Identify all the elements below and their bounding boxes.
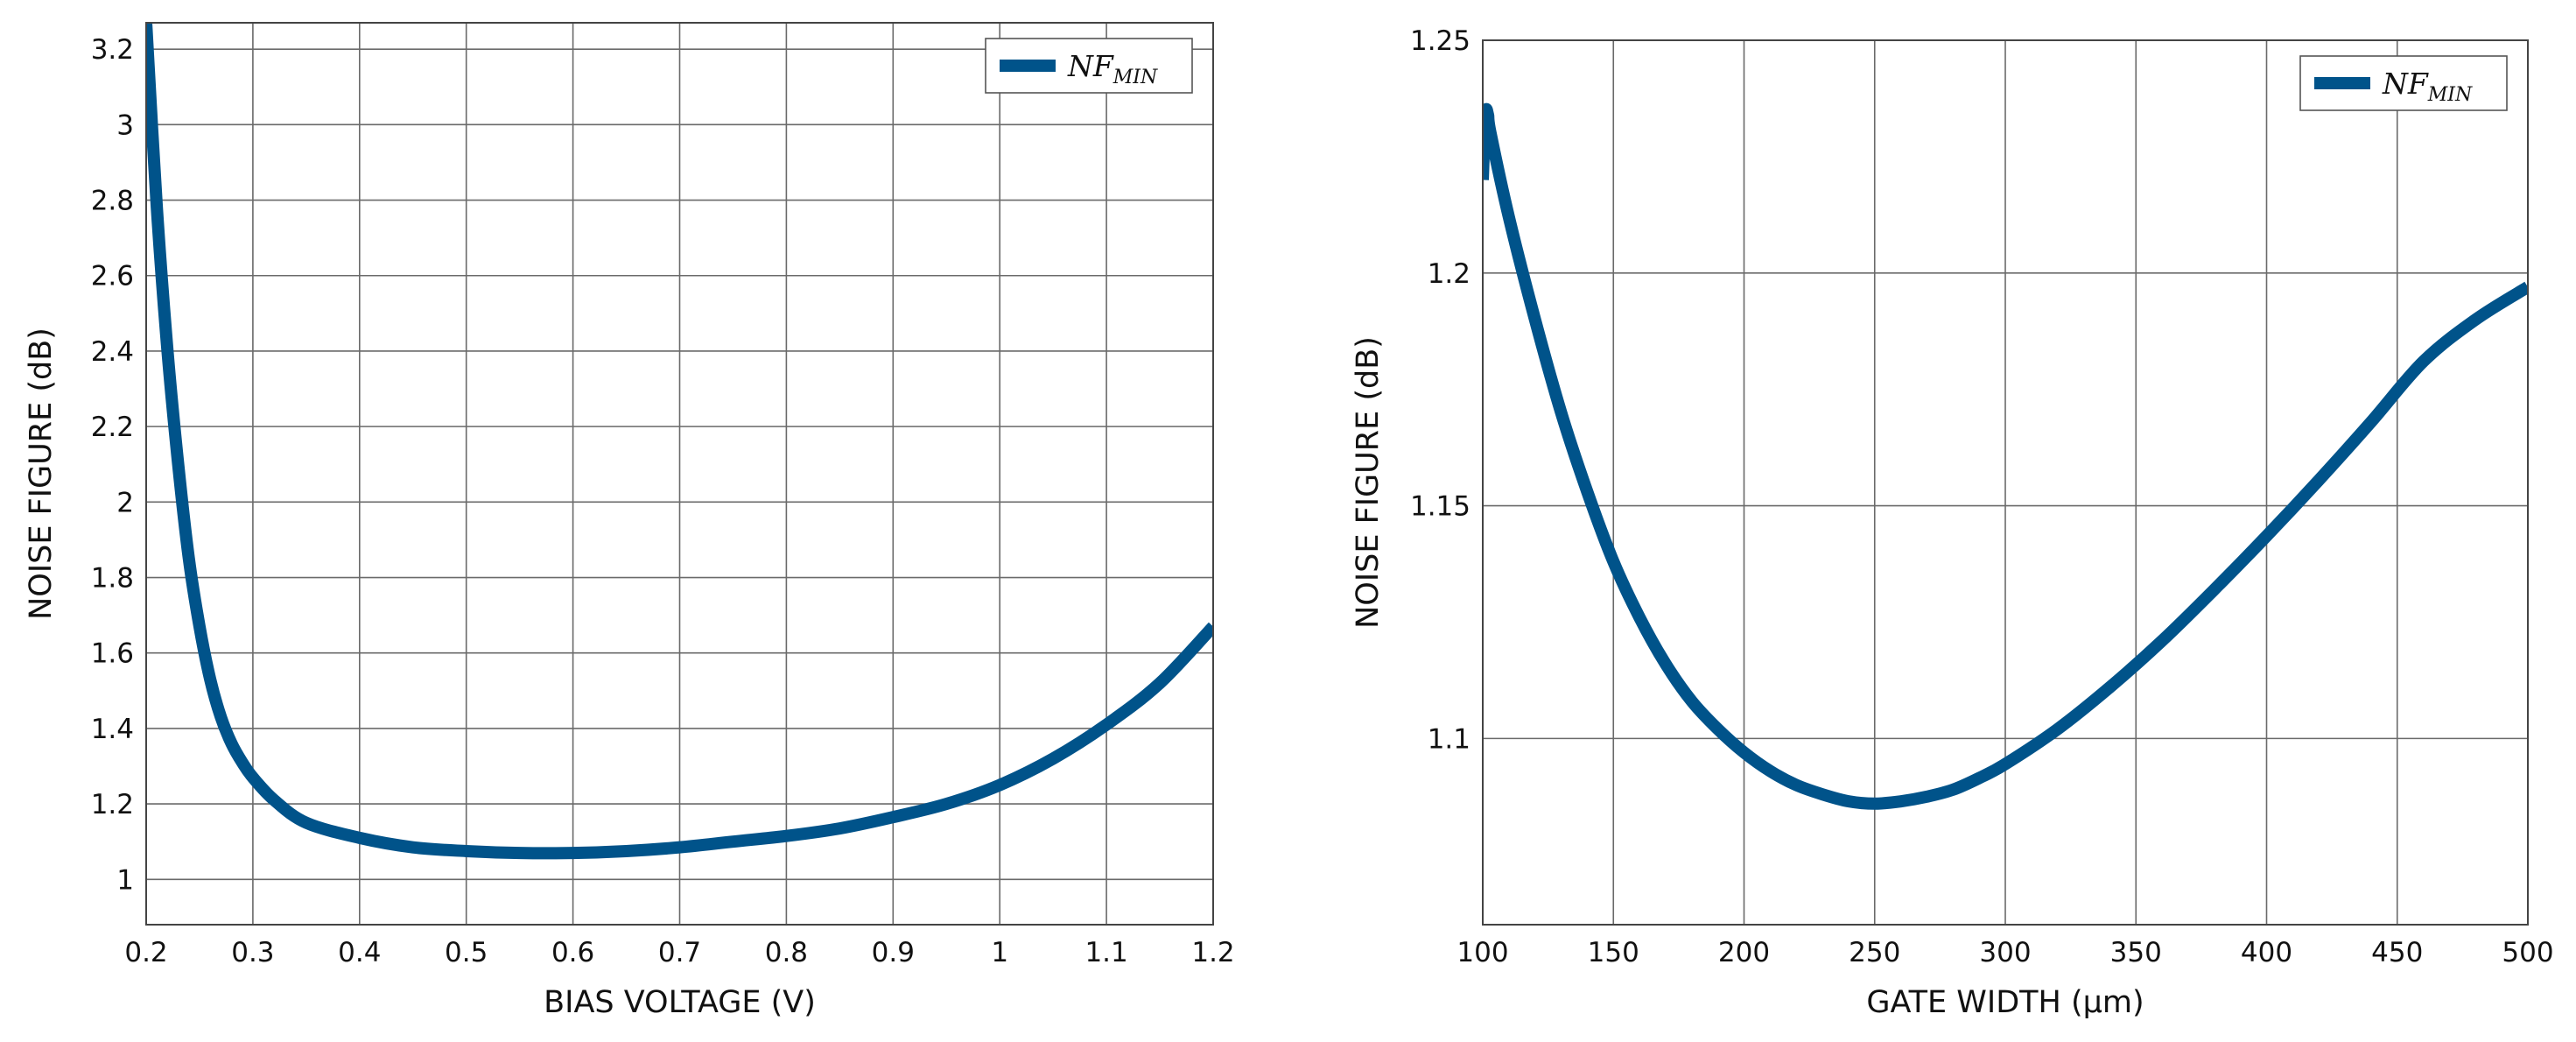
y-tick-label: 1.2 bbox=[1428, 258, 1470, 290]
x-axis-label: BIAS VOLTAGE (V) bbox=[544, 985, 816, 1020]
x-tick-label: 450 bbox=[2371, 937, 2423, 968]
x-tick-label: 0.6 bbox=[551, 937, 594, 968]
x-tick-label: 200 bbox=[1718, 937, 1770, 968]
y-tick-label: 2.4 bbox=[91, 336, 134, 368]
y-tick-label: 1.6 bbox=[91, 638, 134, 670]
legend-label: NFMIN bbox=[2382, 67, 2473, 106]
y-tick-label: 1.1 bbox=[1428, 723, 1470, 755]
x-tick-label: 0.8 bbox=[765, 937, 808, 968]
y-tick-label: 1.2 bbox=[91, 789, 134, 820]
x-tick-label: 150 bbox=[1588, 937, 1639, 968]
y-tick-label: 2.6 bbox=[91, 261, 134, 292]
x-tick-label: 0.9 bbox=[872, 937, 915, 968]
legend-label: NFMIN bbox=[1067, 49, 1158, 88]
legend-label-subscript: MIN bbox=[2427, 84, 2473, 106]
plot-frame bbox=[145, 22, 1214, 926]
x-tick-label: 350 bbox=[2110, 937, 2162, 968]
y-tick-label: 2.2 bbox=[91, 412, 134, 443]
x-tick-label: 1 bbox=[991, 937, 1008, 968]
x-tick-label: 400 bbox=[2241, 937, 2292, 968]
x-tick-label: 1.1 bbox=[1084, 937, 1127, 968]
chart-gate-width: 100 150 200 250 300 350 400 450 500 1.1 1.15 1.2 1.2… bbox=[1351, 25, 2554, 1020]
x-axis-label: GATE WIDTH (μm) bbox=[1866, 985, 2144, 1020]
x-tick-label: 100 bbox=[1456, 937, 1508, 968]
legend-label-main: NF bbox=[2382, 67, 2429, 101]
y-tick-label: 2.8 bbox=[91, 186, 134, 217]
series-line-nf-min bbox=[146, 23, 1213, 860]
y-axis-label: NOISE FIGURE (dB) bbox=[1351, 336, 1386, 629]
y-tick-label: 1.15 bbox=[1410, 491, 1470, 523]
y-tick-label: 3 bbox=[116, 109, 134, 141]
y-tick-label: 3.2 bbox=[91, 34, 134, 66]
x-tick-label: 250 bbox=[1849, 937, 1900, 968]
y-tick-label: 1.4 bbox=[91, 714, 134, 745]
x-tick-label: 1.2 bbox=[1191, 937, 1234, 968]
y-axis-label: NOISE FIGURE (dB) bbox=[24, 327, 59, 620]
chart-bias-voltage: 0.2 0.3 0.4 0.5 0.6 0.7 0.8 0.9 1 1.1 1.2 1 1.2 1.4 1.… bbox=[24, 22, 1235, 1020]
x-tick-label: 0.5 bbox=[445, 937, 488, 968]
x-tick-label: 0.2 bbox=[124, 937, 167, 968]
series-line-nf-min bbox=[1483, 102, 2528, 810]
plot-frame bbox=[1482, 39, 2529, 926]
x-tick-label: 0.4 bbox=[338, 937, 381, 968]
x-tick-label: 0.3 bbox=[231, 937, 274, 968]
x-tick-label: 500 bbox=[2502, 937, 2553, 968]
legend-label-main: NF bbox=[1067, 49, 1114, 83]
y-tick-label: 1.8 bbox=[91, 563, 134, 595]
x-tick-label: 0.7 bbox=[658, 937, 701, 968]
y-tick-label: 1.25 bbox=[1410, 25, 1470, 57]
y-tick-label: 1 bbox=[116, 864, 134, 896]
x-tick-label: 300 bbox=[1979, 937, 2031, 968]
y-tick-label: 2 bbox=[116, 487, 134, 518]
legend-label-subscript: MIN bbox=[1113, 67, 1158, 88]
